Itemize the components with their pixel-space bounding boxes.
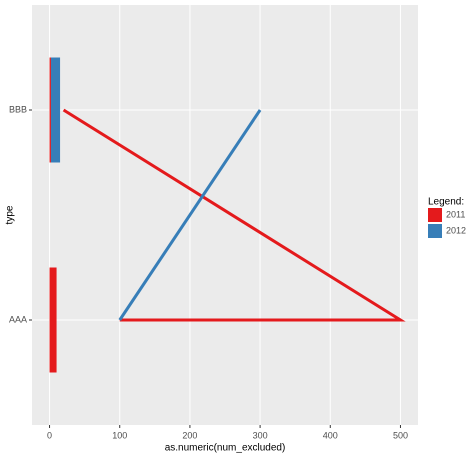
panel xyxy=(32,5,418,425)
y-tick-label: BBB xyxy=(9,104,27,114)
y-tick-label: AAA xyxy=(9,314,27,324)
legend-key xyxy=(428,208,442,222)
legend-title: Legend: xyxy=(428,197,464,208)
bar xyxy=(49,267,57,373)
bar xyxy=(49,57,51,163)
line xyxy=(118,109,262,321)
bar xyxy=(50,57,61,163)
legend-label: 2011 xyxy=(446,209,465,219)
x-tick-label: 500 xyxy=(393,430,408,440)
legend-key xyxy=(428,224,442,238)
line xyxy=(62,108,406,322)
legend-label: 2012 xyxy=(446,225,466,235)
x-tick-label: 200 xyxy=(182,430,197,440)
x-axis-title: as.numeric(num_excluded) xyxy=(165,443,286,454)
x-tick-label: 400 xyxy=(323,430,338,440)
x-tick-label: 100 xyxy=(112,430,127,440)
x-tick-label: 0 xyxy=(47,430,52,440)
x-tick-label: 300 xyxy=(253,430,268,440)
y-axis-title: type xyxy=(5,205,16,224)
